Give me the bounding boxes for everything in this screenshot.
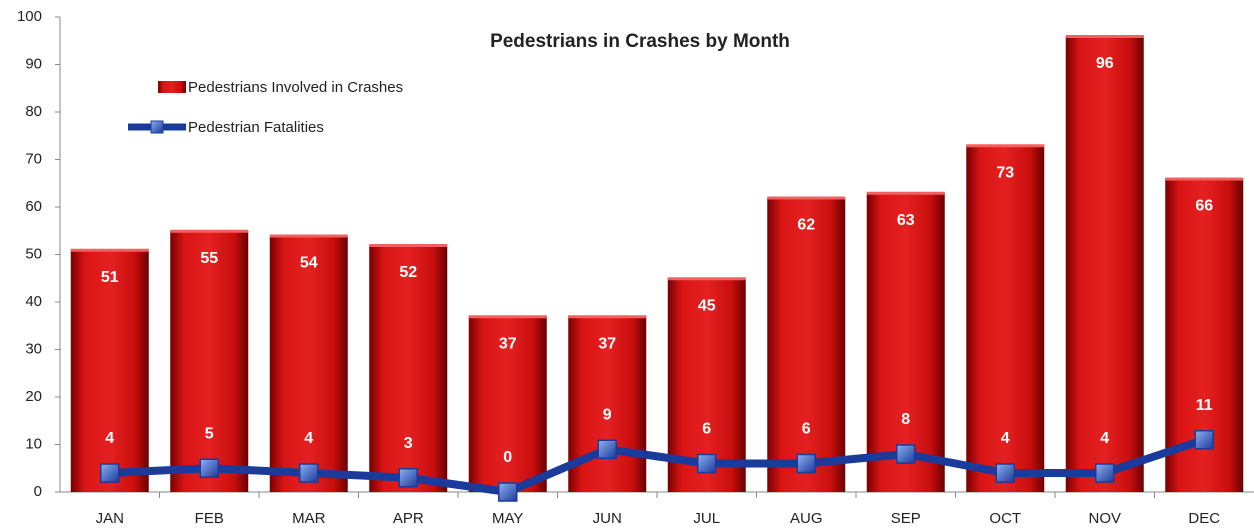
x-tick-label: JAN — [96, 510, 124, 527]
data-label: 3 — [404, 435, 413, 452]
data-label: 4 — [1100, 430, 1109, 447]
bar-top — [369, 244, 448, 247]
data-label: 45 — [698, 297, 716, 314]
bar — [269, 235, 348, 492]
y-tick-label: 70 — [25, 150, 42, 167]
marker — [398, 468, 418, 488]
y-tick-label: 0 — [34, 483, 42, 500]
line — [109, 435, 1206, 496]
marker — [697, 453, 717, 474]
data-label: 0 — [503, 449, 512, 466]
data-label: 6 — [702, 421, 711, 438]
y-tick-label: 20 — [25, 388, 42, 405]
bar — [767, 197, 846, 492]
marker — [100, 463, 120, 483]
x-tick-label: AUG — [790, 510, 823, 527]
data-label: 73 — [996, 164, 1014, 181]
bar — [369, 245, 448, 492]
bar — [966, 145, 1045, 492]
marker — [995, 463, 1015, 483]
x-tick-label: SEP — [891, 510, 921, 527]
data-label: 52 — [399, 264, 417, 281]
y-tick-label: 40 — [25, 293, 42, 310]
bar — [170, 230, 249, 492]
marker — [299, 463, 319, 483]
bar-top — [1065, 35, 1144, 38]
bar-top — [568, 315, 647, 319]
bar-top — [767, 196, 846, 200]
data-label: 63 — [897, 212, 915, 229]
y-tick-label: 90 — [25, 55, 42, 72]
x-tick-label: APR — [393, 510, 424, 527]
x-tick-label: DEC — [1188, 510, 1220, 527]
data-label: 9 — [603, 406, 612, 423]
data-label: 51 — [101, 269, 119, 286]
legend-label: Pedestrians Involved in Crashes — [188, 79, 403, 96]
data-label: 5 — [205, 425, 214, 442]
marker — [1194, 430, 1214, 450]
data-label: 37 — [598, 335, 616, 352]
y-tick-label: 30 — [25, 340, 42, 357]
y-tick-label: 100 — [17, 8, 42, 25]
marker — [1095, 463, 1115, 483]
legend-marker — [150, 120, 164, 134]
data-label: 11 — [1196, 397, 1213, 414]
legend-label: Pedestrian Fatalities — [188, 119, 324, 136]
data-label: 4 — [304, 430, 313, 447]
bar-top — [1165, 177, 1244, 181]
x-tick-label: OCT — [989, 510, 1021, 527]
bar — [1065, 36, 1144, 492]
data-label: 66 — [1195, 198, 1213, 215]
data-label: 4 — [105, 430, 114, 447]
x-tick-label: FEB — [195, 510, 224, 527]
data-label: 6 — [802, 421, 811, 438]
chart-title: Pedestrians in Crashes by Month — [490, 31, 790, 52]
bar-top — [966, 144, 1045, 148]
bar-top — [70, 248, 149, 252]
marker — [896, 444, 916, 464]
bar — [866, 192, 945, 492]
marker — [597, 439, 617, 459]
data-label: 37 — [499, 335, 517, 352]
data-label: 54 — [300, 255, 318, 272]
data-label: 4 — [1001, 430, 1010, 447]
data-label: 55 — [200, 250, 218, 267]
data-label: 8 — [901, 411, 910, 428]
bar-top — [468, 315, 547, 319]
legend-swatch — [158, 81, 186, 93]
marker — [796, 453, 816, 474]
bar-top — [269, 234, 348, 238]
marker — [199, 458, 219, 478]
y-tick-label: 10 — [25, 435, 42, 452]
marker — [498, 482, 518, 502]
data-label: 62 — [797, 217, 815, 234]
x-tick-label: NOV — [1088, 510, 1121, 527]
x-tick-label: MAR — [292, 510, 326, 527]
y-tick-label: 80 — [25, 103, 42, 120]
x-tick-label: JUN — [593, 510, 622, 527]
data-label: 96 — [1096, 55, 1114, 72]
bar — [70, 249, 149, 492]
y-tick-label: 50 — [25, 245, 42, 262]
x-tick-label: MAY — [492, 510, 523, 527]
x-tick-label: JUL — [693, 510, 720, 527]
bar-top — [170, 229, 249, 233]
bar — [468, 316, 547, 492]
y-tick-label: 60 — [25, 198, 42, 215]
bar-top — [866, 191, 945, 195]
bar-top — [667, 277, 746, 281]
